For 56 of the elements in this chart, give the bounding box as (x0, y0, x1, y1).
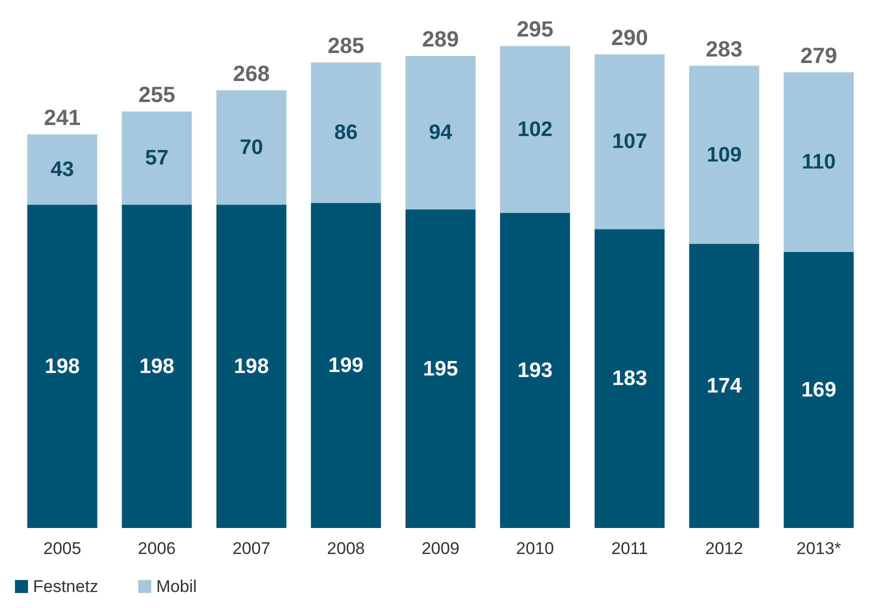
bar (500, 212, 570, 528)
bar (27, 204, 98, 528)
legend-label: Festnetz (33, 577, 98, 596)
data-label: 198 (234, 354, 270, 378)
bar (594, 229, 665, 528)
data-label: 174 (706, 374, 742, 398)
data-label: 195 (422, 357, 458, 380)
legend-label: Mobil (156, 577, 197, 596)
x-tick-label: 2006 (138, 539, 176, 558)
data-label: 193 (518, 358, 553, 382)
data-label: 199 (328, 354, 364, 377)
data-label: 86 (334, 121, 358, 144)
bar (689, 66, 760, 244)
bar (784, 72, 854, 252)
data-label: 109 (706, 143, 742, 166)
bar (784, 252, 854, 528)
total-label: 295 (516, 16, 554, 42)
bar (216, 204, 286, 528)
data-label: 198 (44, 354, 80, 378)
x-tick-label: 2008 (327, 539, 365, 558)
data-label: 102 (518, 118, 553, 141)
x-tick-label: 2005 (43, 539, 82, 558)
bar (500, 46, 570, 213)
bar (122, 204, 192, 528)
x-tick-label: 2013* (796, 539, 842, 558)
data-label: 70 (240, 136, 264, 159)
total-label: 268 (233, 60, 270, 86)
bar (406, 210, 476, 528)
bar (310, 62, 381, 203)
x-tick-label: 2009 (422, 539, 460, 558)
data-label: 198 (139, 354, 175, 378)
data-label: 183 (612, 367, 648, 390)
data-label: 107 (612, 130, 648, 154)
bar (594, 54, 665, 230)
bar (689, 244, 760, 528)
data-label: 110 (802, 150, 836, 174)
data-label: 94 (428, 121, 452, 144)
x-tick-label: 2012 (705, 539, 744, 558)
data-label: 43 (50, 158, 74, 181)
total-label: 285 (328, 33, 364, 58)
total-label: 241 (44, 104, 81, 130)
x-tick-label: 2011 (611, 539, 648, 558)
x-tick-label: 2007 (232, 539, 270, 558)
bar (216, 90, 286, 205)
bar (310, 202, 381, 528)
bar (122, 112, 192, 205)
data-label: 169 (801, 378, 836, 402)
total-label: 283 (706, 36, 743, 62)
bar (406, 56, 476, 210)
data-label: 57 (145, 146, 169, 170)
x-tick-label: 2010 (516, 539, 554, 558)
total-label: 255 (138, 82, 176, 107)
total-label: 290 (611, 24, 648, 50)
bar (27, 134, 98, 205)
total-label: 279 (800, 42, 838, 68)
total-label: 289 (422, 26, 459, 52)
